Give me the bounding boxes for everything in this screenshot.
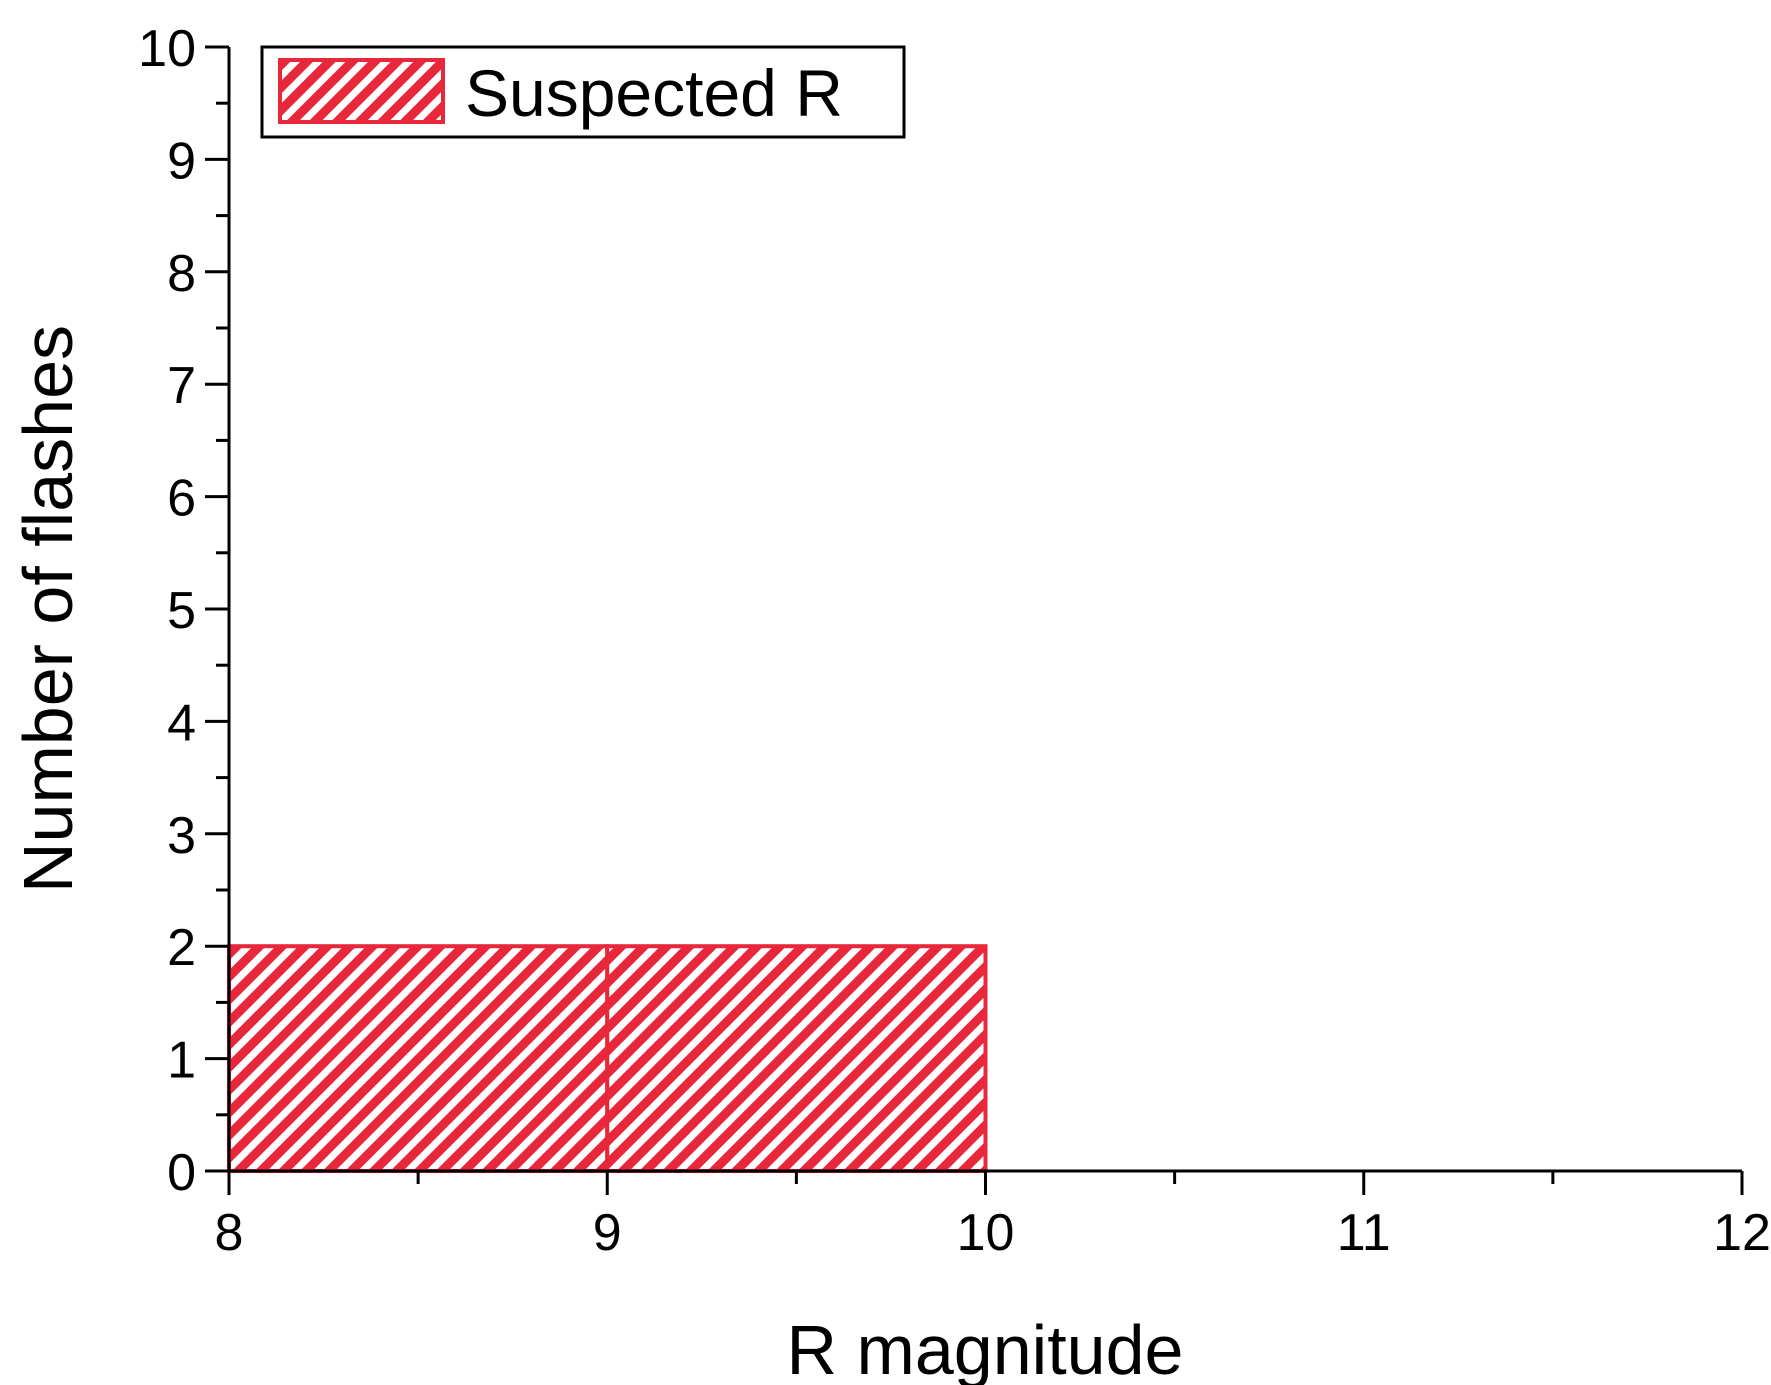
y-tick-label-2: 2	[167, 919, 196, 977]
y-tick-label-4: 4	[167, 694, 196, 752]
x-tick-label-0: 8	[215, 1204, 244, 1262]
x-ticks-group: 8 9 10 11 12	[215, 1171, 1771, 1262]
y-tick-label-10: 10	[138, 20, 196, 78]
x-tick-label-2: 10	[957, 1204, 1015, 1262]
y-tick-label-1: 1	[167, 1032, 196, 1090]
y-tick-label-7: 7	[167, 357, 196, 415]
bar-1	[605, 944, 988, 1174]
x-tick-label-3: 11	[1337, 1204, 1391, 1262]
legend-label: Suspected R	[465, 56, 843, 130]
y-tick-label-3: 3	[167, 807, 196, 865]
bars-group	[227, 944, 988, 1174]
y-ticks-group: 0 1 2 3 4 5 6 7 8 9 10	[138, 20, 229, 1202]
x-tick-label-1: 9	[593, 1204, 622, 1262]
y-tick-label-6: 6	[167, 470, 196, 528]
y-axis-title: Number of flashes	[9, 325, 87, 893]
y-tick-label-5: 5	[167, 582, 196, 640]
legend: Suspected R	[260, 45, 906, 139]
y-tick-label-8: 8	[167, 245, 196, 303]
x-tick-label-4: 12	[1713, 1204, 1771, 1262]
bar-0	[227, 944, 610, 1174]
y-tick-label-9: 9	[167, 132, 196, 190]
legend-swatch	[278, 58, 445, 124]
y-tick-label-0: 0	[167, 1144, 196, 1202]
x-axis-title: R magnitude	[787, 1311, 1184, 1385]
